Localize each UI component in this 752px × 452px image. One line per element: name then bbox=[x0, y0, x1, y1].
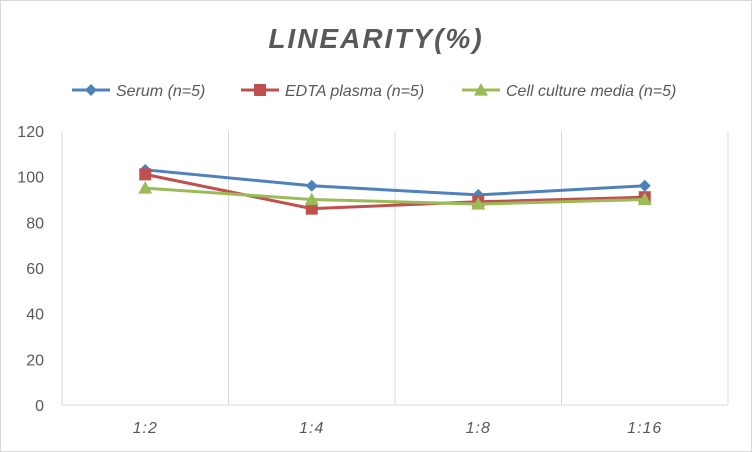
data-point bbox=[471, 197, 486, 210]
y-tick-label: 60 bbox=[26, 261, 44, 278]
legend-marker bbox=[474, 83, 488, 96]
legend-label: Serum (n=5) bbox=[116, 83, 205, 100]
x-tick-label: 1:16 bbox=[627, 420, 662, 437]
data-point bbox=[637, 192, 652, 206]
series-line bbox=[145, 168, 645, 197]
legend: Serum (n=5) EDTA plasma (n=5) Cell culture… bbox=[72, 83, 676, 100]
chart-title: LINEARITY(%) bbox=[268, 23, 483, 54]
data-point bbox=[638, 179, 651, 192]
x-tick-label: 1:2 bbox=[133, 420, 158, 437]
data-point bbox=[305, 179, 318, 192]
data-point bbox=[138, 181, 153, 194]
legend-marker bbox=[85, 84, 97, 96]
legend-label: Cell culture media (n=5) bbox=[506, 83, 676, 100]
axes: 0 20 40 60 80 100 120 1:2 1:4 1:8 1:16 bbox=[17, 124, 728, 437]
legend-marker bbox=[254, 84, 266, 96]
series-triangle bbox=[138, 181, 652, 210]
x-tick-label: 1:4 bbox=[299, 420, 324, 437]
data-point bbox=[305, 202, 318, 215]
legend-item: Serum (n=5) bbox=[72, 83, 205, 100]
legend-item: Cell culture media (n=5) bbox=[462, 83, 676, 100]
y-tick-label: 100 bbox=[17, 170, 44, 187]
data-point bbox=[304, 192, 319, 206]
data-point bbox=[139, 168, 152, 181]
x-tick-label: 1:8 bbox=[466, 420, 491, 437]
legend-item: EDTA plasma (n=5) bbox=[241, 83, 424, 100]
y-tick-label: 80 bbox=[26, 215, 44, 232]
y-tick-label: 40 bbox=[26, 307, 44, 324]
series-line bbox=[145, 186, 645, 206]
y-tick-label: 20 bbox=[26, 352, 44, 369]
series-line bbox=[144, 172, 645, 211]
y-tick-label: 0 bbox=[35, 398, 44, 415]
series-group bbox=[138, 163, 652, 215]
gridlines bbox=[61, 131, 729, 405]
y-tick-label: 120 bbox=[17, 124, 44, 141]
legend-label: EDTA plasma (n=5) bbox=[285, 83, 424, 100]
